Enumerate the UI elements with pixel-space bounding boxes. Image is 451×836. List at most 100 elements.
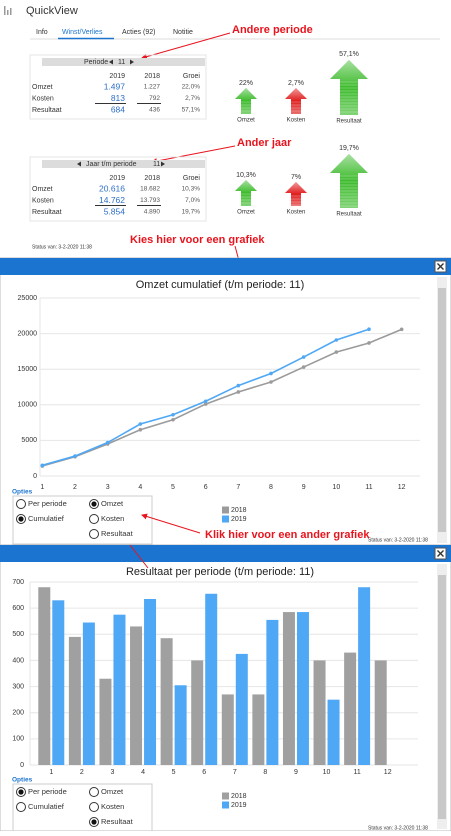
title-bar [0,258,451,275]
next-button[interactable] [130,59,134,65]
x-tick-label: 4 [141,769,145,776]
radio-button[interactable] [89,529,99,539]
y-tick-label: 5000 [21,437,37,444]
next-button[interactable] [161,161,165,167]
bar [99,678,112,765]
y-tick-label: 400 [12,657,24,664]
growth-label: 2,7% [288,80,304,87]
status: Status van: 3-2-2020 11:38 [368,825,428,831]
column-header: 2018 [144,175,160,182]
bar [205,593,218,765]
row-label: Omzet [32,84,53,91]
point [269,371,273,376]
arrow-caption: Resultaat [336,212,362,218]
cell: 7,0% [185,197,200,204]
column-header: Groei [183,73,201,80]
y-tick-label: 700 [12,579,24,586]
radio-label[interactable]: Resultaat [101,529,134,538]
radio-label[interactable]: Cumulatief [28,514,65,523]
bar [282,612,295,765]
annotation-arrow [141,32,231,60]
legend-swatch [222,515,229,523]
legend-swatch [222,792,229,800]
radio-dot [18,789,24,795]
growth-label: 57,1% [339,51,359,58]
point [171,417,175,422]
radio-label[interactable]: Omzet [101,787,124,796]
radio-label[interactable]: Kosten [101,802,124,811]
y-tick-label: 300 [12,683,24,690]
tab[interactable]: Info [36,29,48,36]
chart-title: Omzet cumulatief (t/m periode: 11) [136,279,305,291]
prev-button[interactable] [77,161,81,167]
cell: 2,7% [185,95,200,102]
bar [52,600,65,765]
table-header-bar [42,160,205,168]
row-label: Kosten [32,95,54,102]
legend-label: 2018 [231,507,247,514]
radio-button[interactable] [89,802,99,812]
bar [113,614,126,765]
status: Status van: 3-2-2020 11:38 [368,537,428,543]
arrow-shine [285,88,307,114]
cell: 57,1% [182,107,201,114]
radio-label[interactable]: Per periode [28,499,67,508]
y-tick-label: 500 [12,631,24,638]
bar [174,685,187,765]
tab[interactable]: Winst/Verlies [62,29,103,36]
row-label: Resultaat [32,107,62,114]
radio-button[interactable] [89,787,99,797]
radio-button[interactable] [89,514,99,524]
scroll-thumb[interactable] [438,288,446,532]
radio-button[interactable] [16,802,26,812]
annotation: Kies hier voor een grafiek [130,234,265,246]
options-title: Opties [12,489,33,496]
x-tick-label: 6 [204,484,208,491]
point [334,350,339,354]
cell: 13.793 [140,197,160,204]
tab[interactable]: Notitie [173,29,193,36]
y-tick-label: 25000 [18,295,38,302]
arrow-shine [235,180,257,206]
point [367,341,371,345]
close-button[interactable] [434,547,447,560]
point [171,412,175,417]
table-frame [29,54,207,120]
y-tick-label: 10000 [18,402,38,409]
radio-dot [18,516,24,522]
cell: 4.890 [144,209,161,216]
cell: 436 [149,107,160,114]
row-label: Omzet [32,186,53,193]
tab[interactable]: Acties (92) [122,29,155,36]
bar [235,653,248,765]
bar [327,699,340,765]
y-tick-label: 15000 [18,366,38,373]
x-tick-label: 8 [263,769,267,776]
radio-button[interactable] [16,499,26,509]
close-button[interactable] [434,260,447,273]
cell: 22,0% [182,84,201,91]
radio-label[interactable]: Resultaat [101,817,134,826]
bar [144,598,157,765]
legend-label: 2019 [231,516,247,523]
radio-dot [91,501,97,507]
column-header: 2019 [109,73,125,80]
radio-label[interactable]: Omzet [101,499,124,508]
growth-label: 7% [291,174,301,181]
y-tick-label: 200 [12,710,24,717]
x-tick-label: 10 [323,769,331,776]
prev-button[interactable] [109,59,113,65]
radio-label[interactable]: Cumulatief [28,802,65,811]
arrow-shine [330,154,368,208]
x-tick-label: 8 [269,484,273,491]
status: Status van: 3-2-2020 11:38 [32,244,92,250]
x-tick-label: 6 [202,769,206,776]
scroll-thumb[interactable] [438,575,446,819]
point [40,463,45,468]
cell: 14.762 [99,195,125,205]
bar [191,660,204,765]
cell: 5.854 [104,206,126,216]
radio-label[interactable]: Kosten [101,514,124,523]
radio-label[interactable]: Per periode [28,787,67,796]
y-tick-label: 0 [33,473,37,480]
